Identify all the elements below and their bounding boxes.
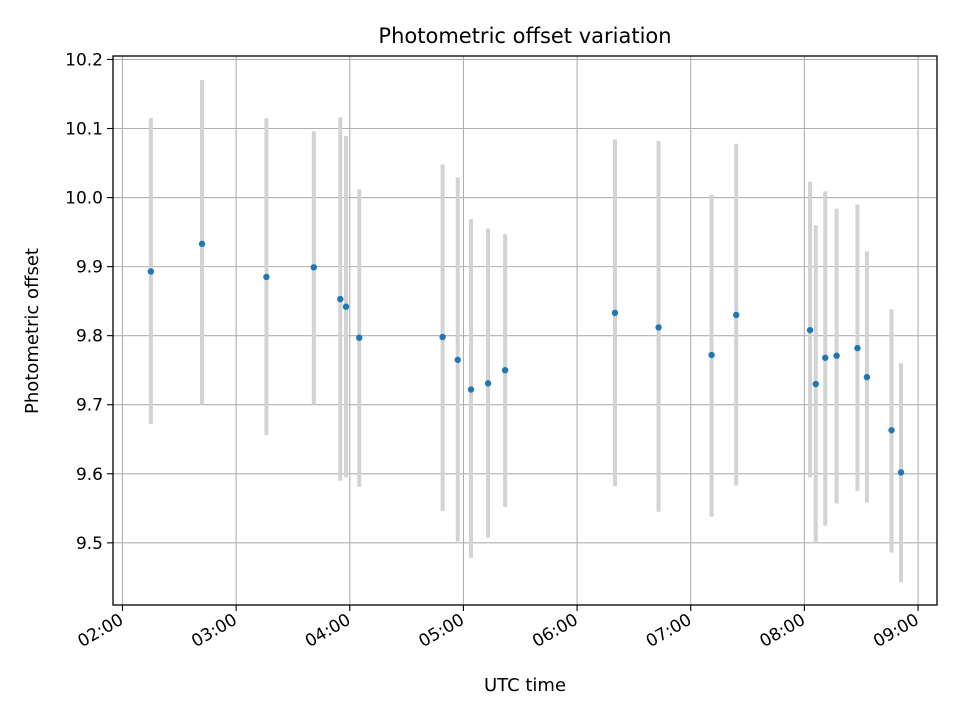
data-point — [439, 333, 446, 341]
data-point — [467, 386, 475, 393]
data-point — [833, 352, 840, 359]
grid-layer — [113, 56, 937, 605]
y-tick-label: 10.1 — [65, 120, 103, 140]
data-point — [854, 344, 861, 352]
marker-layer — [147, 240, 905, 476]
data-point — [484, 380, 492, 387]
data-point — [611, 309, 619, 317]
data-point — [708, 351, 715, 359]
data-point — [822, 354, 829, 361]
data-point — [356, 334, 363, 341]
data-point — [310, 264, 317, 271]
y-tick-label: 10.2 — [65, 50, 103, 70]
data-point — [888, 427, 895, 434]
data-point — [454, 356, 461, 364]
data-point — [198, 240, 206, 248]
y-tick-label: 10.0 — [65, 189, 103, 209]
data-point — [897, 469, 905, 476]
plot-frame — [112, 55, 938, 606]
data-point — [501, 367, 509, 374]
data-point — [733, 311, 740, 319]
y-tick-label: 9.9 — [76, 258, 103, 278]
y-tick-label: 9.7 — [76, 396, 103, 416]
data-point — [147, 268, 155, 275]
data-point — [863, 373, 871, 381]
y-axis-label: Photometric offset — [22, 248, 43, 414]
y-tick-label: 9.6 — [76, 465, 103, 485]
chart-title: Photometric offset variation — [378, 24, 671, 48]
y-tick-label: 9.5 — [76, 534, 103, 554]
data-point — [655, 324, 662, 331]
data-point — [263, 273, 270, 281]
y-tick-label: 9.8 — [76, 327, 103, 347]
data-point — [806, 326, 814, 334]
x-axis-label: UTC time — [484, 675, 566, 696]
data-point — [812, 380, 819, 388]
data-point — [337, 295, 344, 303]
data-point — [342, 303, 350, 310]
